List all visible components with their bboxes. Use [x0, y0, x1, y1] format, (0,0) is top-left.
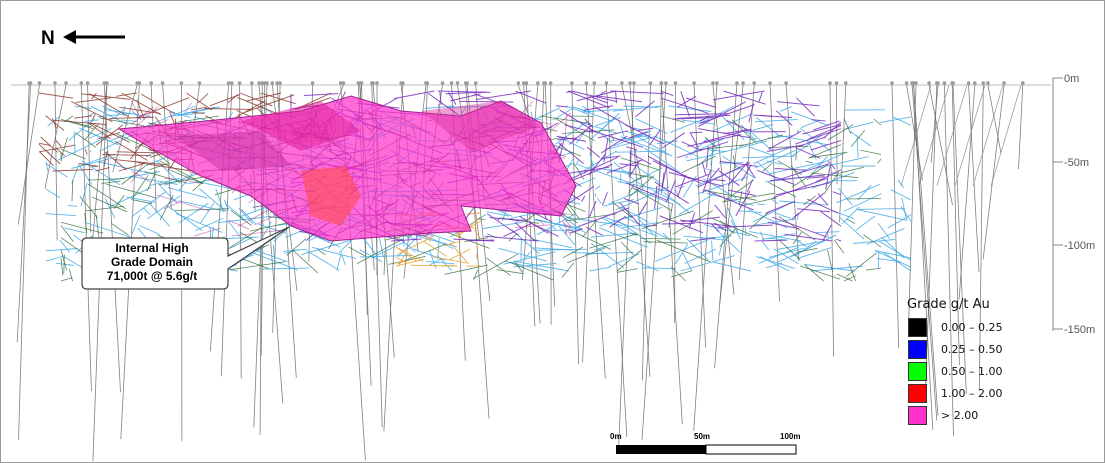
legend-label-2: 0.50 – 1.00 [941, 364, 1003, 378]
legend-swatch-2 [908, 361, 927, 381]
legend-item-2: 0.50 – 1.00 [907, 361, 1087, 381]
callout-box [81, 226, 290, 290]
depth-label-0: 0m [1064, 73, 1079, 85]
legend-swatch-0 [908, 317, 927, 337]
north-label: N [41, 28, 55, 49]
callout-line-3: 71,000t @ 5.6g/t [106, 269, 198, 283]
scale-label-50: 50m [694, 432, 710, 441]
legend-item-4: > 2.00 [907, 405, 1087, 425]
legend-item-0: 0.00 – 0.25 [907, 317, 1087, 337]
legend-item-1: 0.25 – 0.50 [907, 339, 1087, 359]
wireframe-high-grade [130, 100, 572, 237]
scale-label-0: 0m [610, 432, 622, 441]
grade-legend: Grade g/t Au 0.00 – 0.25 0.25 – 0.50 0.5… [907, 297, 1087, 428]
depth-label-50: -50m [1064, 157, 1089, 169]
depth-label-150: -150m [1064, 324, 1095, 336]
depth-label-100: -100m [1064, 240, 1095, 252]
callout-text: Internal High Grade Domain 71,000t @ 5.6… [82, 241, 222, 283]
legend-label-0: 0.00 – 0.25 [941, 320, 1003, 334]
legend-label-3: 1.00 – 2.00 [941, 386, 1003, 400]
legend-item-3: 1.00 – 2.00 [907, 383, 1087, 403]
legend-swatch-3 [908, 383, 927, 403]
legend-title: Grade g/t Au [907, 297, 990, 312]
north-arrow: N [41, 28, 125, 49]
depth-axis: 0m -50m -100m -150m [1052, 73, 1095, 336]
legend-swatch-4 [908, 405, 927, 425]
legend-label-1: 0.25 – 0.50 [941, 342, 1003, 356]
legend-label-4: > 2.00 [941, 408, 979, 422]
scale-label-100: 100m [780, 432, 800, 441]
callout-line-2: Grade Domain [110, 255, 194, 269]
scale-bar: 0m 50m 100m [610, 432, 800, 455]
high-grade-domain [117, 95, 577, 242]
north-arrow-icon [63, 30, 125, 44]
legend-swatch-1 [908, 339, 927, 359]
callout-line-1: Internal High [115, 241, 189, 255]
